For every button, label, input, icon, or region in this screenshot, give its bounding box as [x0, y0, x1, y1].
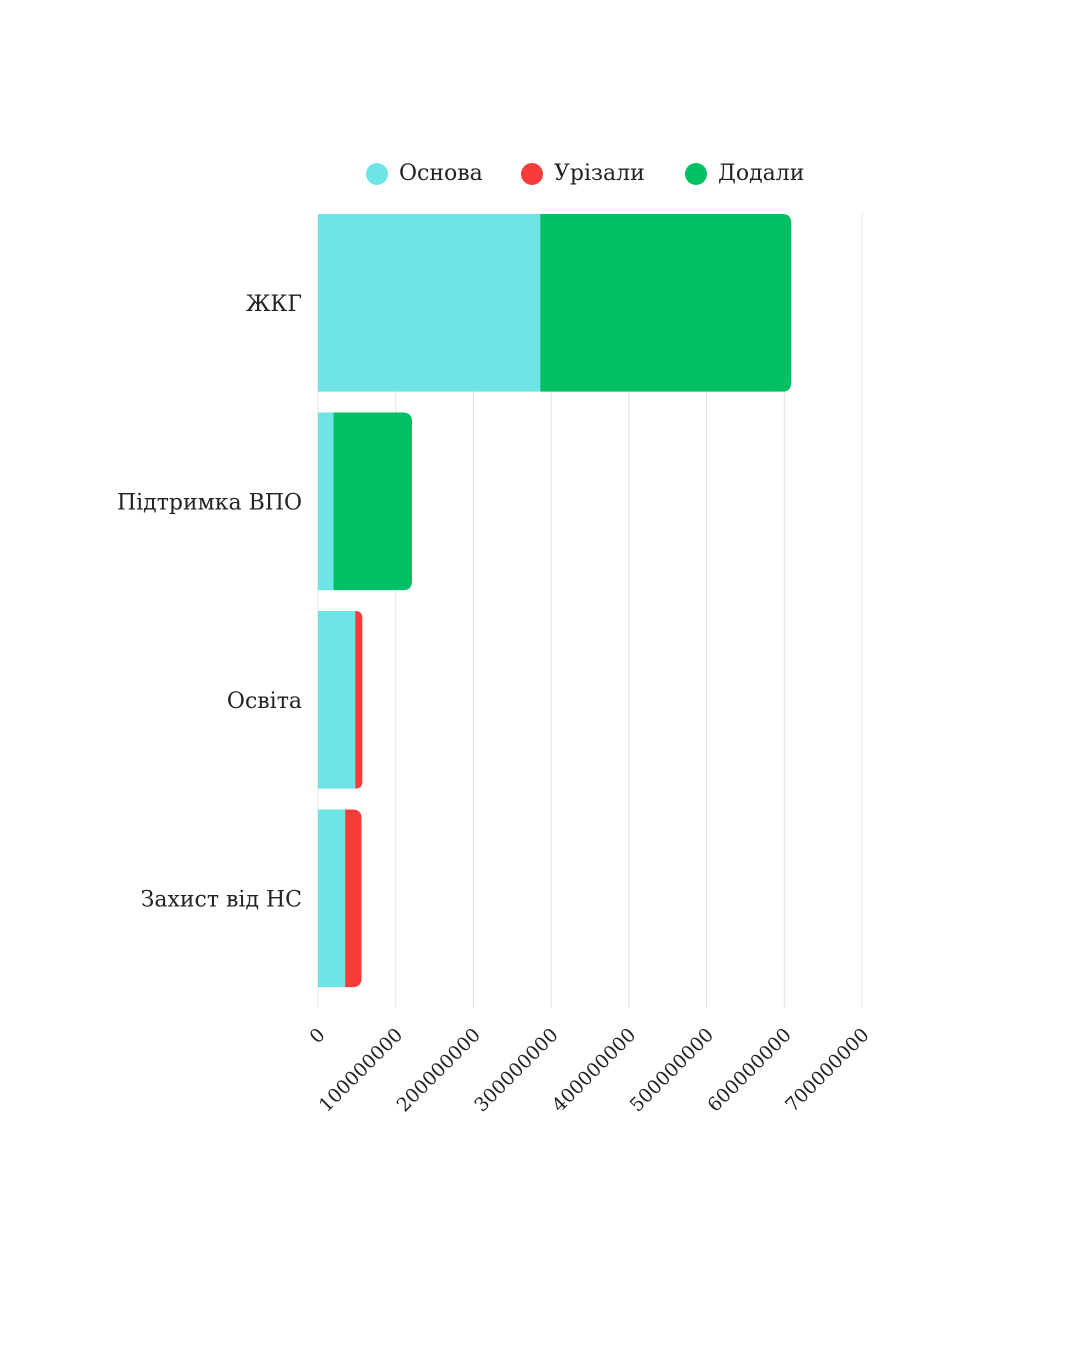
- legend-marker: [685, 163, 707, 185]
- legend-label: Урізали: [554, 161, 645, 186]
- category-label: Підтримка ВПО: [117, 490, 302, 515]
- bar-segment: [355, 611, 363, 789]
- legend-label: Додали: [718, 161, 804, 186]
- category-label: Захист від НС: [141, 887, 302, 912]
- bar-segment: [333, 412, 413, 591]
- category-label: ЖКГ: [246, 292, 302, 317]
- bar-segment: [318, 214, 541, 392]
- legend: Основа Урізали Додали: [366, 161, 804, 186]
- bar-segment: [345, 809, 362, 988]
- bar-segment: [540, 214, 792, 392]
- legend-label: Основа: [399, 161, 483, 186]
- x-tick-label: 0: [305, 1024, 329, 1048]
- bar-segment: [318, 611, 356, 789]
- legend-marker: [366, 163, 388, 185]
- x-axis-ticks: 0100000000200000000300000000400000000500…: [305, 1024, 873, 1116]
- category-labels: ЖКГ Підтримка ВПО Освіта Захист від НС: [117, 292, 302, 913]
- bar-segment: [318, 412, 334, 591]
- x-tick-label: 700000000: [781, 1024, 873, 1116]
- category-label: Освіта: [227, 689, 302, 714]
- legend-marker: [521, 163, 543, 185]
- bar-segment: [318, 809, 346, 988]
- bars: [318, 214, 792, 988]
